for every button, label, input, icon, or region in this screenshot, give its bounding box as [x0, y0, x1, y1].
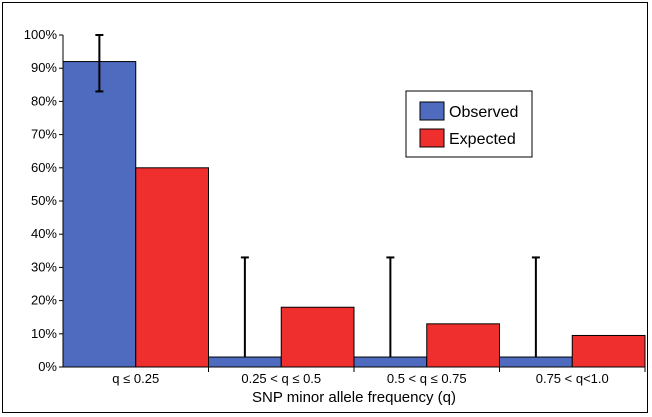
y-tick-label-10: 100% [24, 27, 58, 42]
y-tick-label-7: 70% [31, 127, 57, 142]
y-tick-label-2: 20% [31, 293, 57, 308]
bar-expected-3 [571, 334, 646, 368]
x-tick-label-2: 0.5 < q ≤ 0.75 [387, 371, 467, 386]
error-bars-layer [95, 34, 540, 358]
legend-swatch-expected [419, 128, 445, 148]
y-tick-label-1: 10% [31, 326, 57, 341]
legend: Observed Expected [405, 90, 533, 158]
legend-label-observed: Observed [449, 104, 518, 121]
y-tick-label-4: 40% [31, 226, 57, 241]
y-tick-label-8: 80% [31, 93, 57, 108]
x-axis-title: SNP minor allele frequency (q) [252, 389, 456, 406]
y-ticks: 0% 10% 20% 30% 40% 50% 60% 70% 80% 90% 100% [24, 27, 63, 374]
bar-observed-1 [208, 356, 282, 368]
bar-observed-3 [499, 356, 573, 368]
bar-expected-0 [135, 167, 209, 368]
y-tick-label-9: 90% [31, 60, 57, 75]
x-ticks: q ≤ 0.25 0.25 < q ≤ 0.5 0.5 < q ≤ 0.75 0.75… [112, 367, 646, 386]
y-tick-label-6: 60% [31, 160, 57, 175]
legend-swatch-observed [419, 101, 445, 121]
legend-label-expected: Expected [449, 131, 516, 148]
bars-layer [62, 61, 646, 368]
x-tick-label-1: 0.25 < q ≤ 0.5 [241, 371, 321, 386]
y-tick-label-3: 30% [31, 259, 57, 274]
x-tick-label-3: 0.75 < q<1.0 [536, 371, 609, 386]
bar-expected-1 [280, 306, 355, 368]
bar-expected-2 [426, 323, 500, 368]
x-tick-label-0: q ≤ 0.25 [112, 371, 159, 386]
y-tick-label-0: 0% [38, 359, 57, 374]
bar-observed-2 [353, 356, 428, 368]
y-tick-label-5: 50% [31, 193, 57, 208]
bar-observed-0 [62, 61, 137, 368]
